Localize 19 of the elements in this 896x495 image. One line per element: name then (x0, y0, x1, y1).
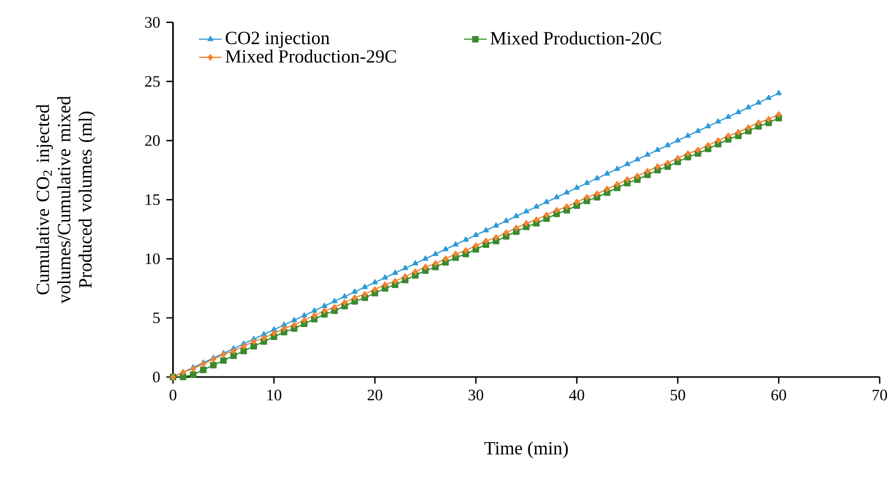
x-tick-label: 50 (670, 390, 686, 400)
y-tick-label: 10 (146, 253, 160, 264)
x-tick-label: 30 (468, 390, 484, 400)
y-tick-label: 25 (145, 76, 160, 87)
y-tick-label: 30 (145, 16, 160, 28)
x-tick-label: 0 (170, 390, 176, 400)
y-tick-label: 15 (146, 194, 160, 205)
x-tick-label: 70 (872, 390, 888, 400)
legend-label: Mixed Production-20C (490, 31, 661, 45)
legend-label: Mixed Production-29C (226, 50, 396, 63)
y-tick-label: 0 (152, 372, 160, 382)
legend-label: CO2 injection (226, 32, 330, 48)
y-tick-label: 20 (145, 135, 160, 146)
x-tick-label: 10 (267, 390, 282, 400)
x-tick-label: 40 (569, 390, 584, 400)
y-tick-label: 5 (153, 312, 160, 324)
x-axis-title: Time (min) (484, 441, 568, 458)
x-tick-label: 20 (368, 390, 382, 400)
x-tick-label: 60 (771, 390, 786, 400)
